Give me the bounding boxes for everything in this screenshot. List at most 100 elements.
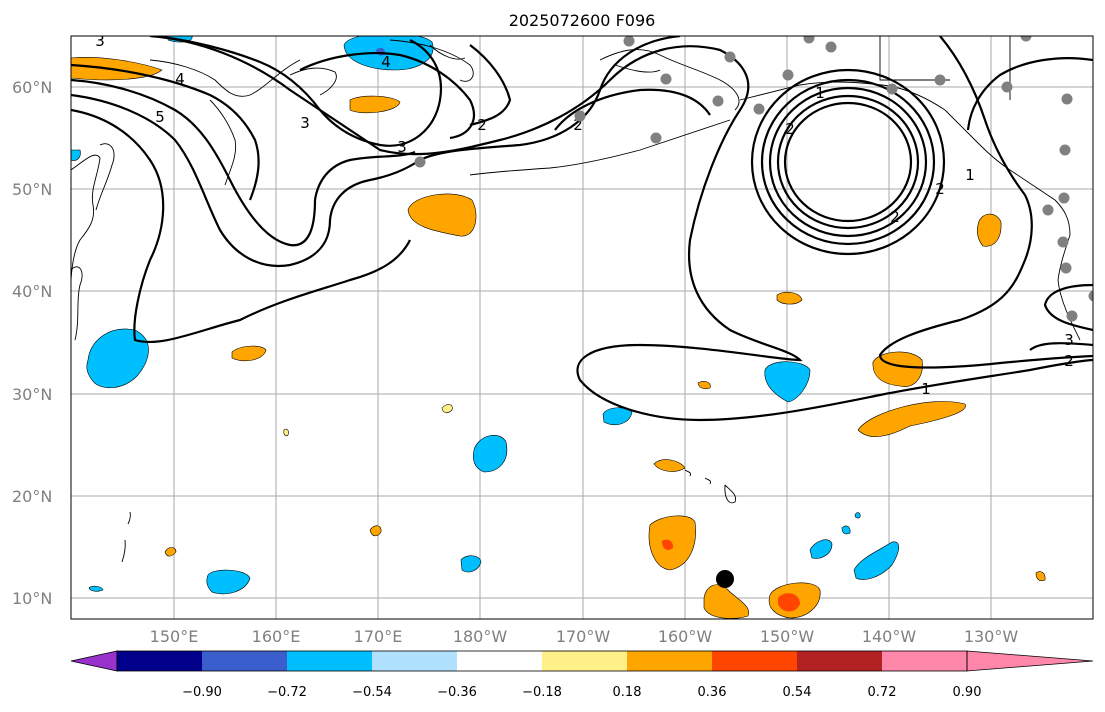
contour-line	[149, 36, 1093, 422]
colorbar-segment	[627, 651, 712, 671]
lon-label: 150°E	[150, 627, 199, 646]
station-marker	[623, 36, 635, 47]
fill-patch-yellow	[283, 428, 289, 437]
contour-line	[878, 36, 1093, 369]
contour-label: 1	[921, 380, 931, 398]
contour-label: 5	[155, 108, 165, 126]
station-marker	[886, 83, 898, 95]
fill-patch-orange	[697, 381, 711, 390]
storm-center-marker	[716, 570, 734, 588]
station-marker	[934, 74, 946, 86]
fill-patch-cyan	[853, 541, 900, 580]
colorbar-tick-label: −0.18	[522, 685, 562, 700]
contour-labels: 3 4 5 4 3 3 2 2 1 2 2 2 1 1 3 2	[95, 32, 1074, 398]
colorbar-tick-label: 0.54	[783, 685, 812, 700]
fill-patch-cyan	[86, 328, 149, 388]
contour-ring	[750, 68, 946, 256]
fill-patch-orange	[648, 515, 696, 571]
fill-patch-orange	[872, 351, 923, 387]
fill-patch-orange	[164, 547, 177, 557]
fill-patch-yellow	[441, 404, 453, 414]
lon-label: 130°W	[964, 627, 1019, 646]
contours	[71, 36, 1093, 422]
station-marker	[1001, 81, 1013, 93]
lat-label: 60°N	[12, 78, 52, 97]
colorbar-tick-label: −0.36	[437, 685, 477, 700]
station-marker	[724, 51, 736, 63]
fill-patch-cyan	[841, 525, 851, 535]
contour-label: 3	[300, 114, 310, 132]
fill-patch-cyan	[88, 585, 104, 592]
contour-ring	[783, 101, 913, 223]
fill-patch-cyan	[764, 361, 811, 403]
colorbar-tick-label: −0.72	[267, 685, 307, 700]
contour-line	[71, 108, 411, 344]
contour-ring	[760, 78, 936, 246]
contour-line	[469, 44, 512, 127]
fill-patch-orange	[407, 193, 477, 237]
station-marker	[574, 110, 586, 122]
colorbar-frame	[116, 650, 968, 672]
contour-line	[154, 36, 443, 147]
station-marker	[1061, 93, 1073, 105]
station-marker	[1088, 290, 1093, 302]
contour-line	[554, 88, 711, 131]
colorbar: −0.90 −0.72 −0.54 −0.36 −0.18 0.18 0.36 …	[70, 650, 1094, 700]
colorbar-segment	[117, 651, 202, 671]
station-marker	[825, 41, 837, 53]
map-frame	[70, 35, 1094, 620]
contour-line	[1043, 283, 1093, 332]
colorbar-extend-left	[70, 650, 118, 672]
colorbar-segment	[202, 651, 287, 671]
lon-label: 170°E	[354, 627, 403, 646]
fill-patch-orange	[857, 401, 966, 437]
colorbar-segment	[372, 651, 457, 671]
colorbar-extend-right	[966, 650, 1094, 672]
colorbar-tick-label: 0.90	[953, 685, 982, 700]
fill-patch-cyan	[809, 539, 833, 559]
station-marker	[660, 73, 672, 85]
gridlines	[71, 36, 1093, 619]
contour-label: 4	[381, 53, 391, 71]
lat-label: 30°N	[12, 385, 52, 404]
contour-line	[71, 63, 260, 201]
lat-label: 50°N	[12, 180, 52, 199]
station-marker	[803, 36, 815, 44]
contour-label: 3	[1064, 331, 1074, 349]
station-marker	[1058, 192, 1070, 204]
contour-label: 2	[935, 180, 945, 198]
colorbar-tick-label: 0.36	[698, 685, 727, 700]
contour-label: 3	[95, 32, 105, 50]
station-marker	[1057, 236, 1069, 248]
station-marker	[782, 69, 794, 81]
lon-label: 180°W	[453, 627, 508, 646]
colorbar-tick-label: 0.18	[613, 685, 642, 700]
contour-line	[299, 52, 476, 140]
map-panel: 3 4 5 4 3 3 2 2 1 2 2 2 1 1 3 2	[12, 32, 1094, 646]
station-marker	[1060, 262, 1072, 274]
colorbar-segment	[287, 651, 372, 671]
contour-label: 1	[815, 84, 825, 102]
colorbar-tick-label: −0.90	[182, 685, 222, 700]
station-markers	[414, 36, 1093, 322]
fill-patch-cyan	[460, 555, 482, 573]
fill-patch-orange	[703, 584, 749, 619]
map-title: 2025072600 F096	[509, 11, 656, 30]
station-marker	[1066, 310, 1078, 322]
fill-patch-orange	[1035, 571, 1046, 582]
fill-patch-red	[662, 539, 674, 550]
lon-label: 170°W	[556, 627, 611, 646]
colorbar-tick-labels: −0.90 −0.72 −0.54 −0.36 −0.18 0.18 0.36 …	[182, 685, 981, 700]
contour-label: 1	[965, 166, 975, 184]
colorbar-segment	[882, 651, 967, 671]
fill-patch-orange	[369, 525, 382, 537]
lon-label: 160°E	[252, 627, 301, 646]
fill-patch-cyan	[602, 407, 633, 425]
station-marker	[1020, 36, 1032, 42]
station-marker	[753, 103, 765, 115]
contour-label: 3	[397, 138, 407, 156]
colorbar-segment	[712, 651, 797, 671]
station-marker	[712, 95, 724, 107]
colorbar-segment	[542, 651, 627, 671]
station-marker	[1059, 144, 1071, 156]
